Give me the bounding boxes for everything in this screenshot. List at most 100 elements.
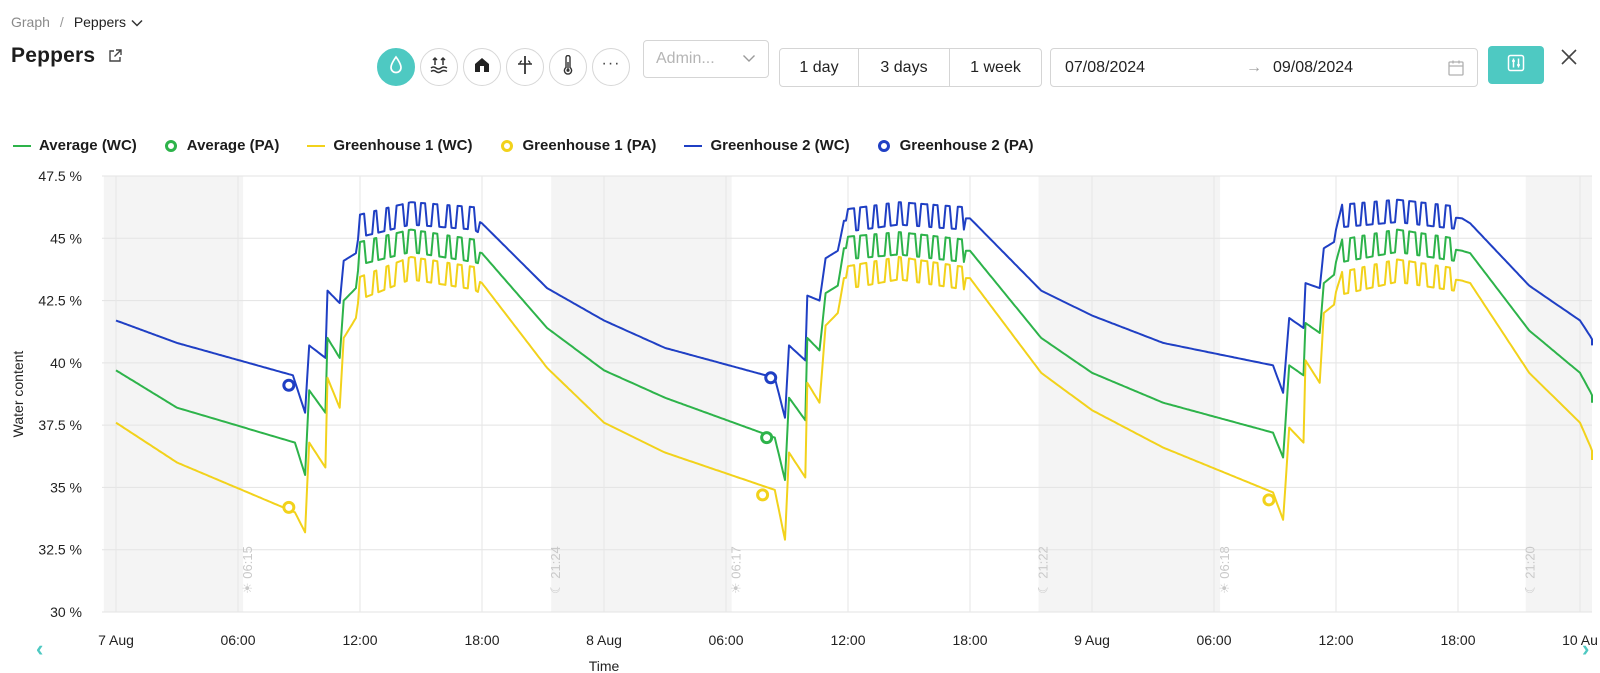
water-drop-icon <box>388 55 404 80</box>
legend-item-greenhouse2-wc[interactable]: Greenhouse 2 (WC) <box>684 137 850 154</box>
sun-marker-label: ☀ 06:17 <box>729 546 744 594</box>
breadcrumb-current-dropdown[interactable]: Peppers <box>74 14 143 30</box>
y-axis-title: Water content <box>10 351 26 438</box>
x-tick-label: 12:00 <box>342 632 377 648</box>
night-band <box>1038 176 1221 612</box>
range-1-week-button[interactable]: 1 week <box>970 58 1021 76</box>
night-band <box>103 176 244 612</box>
x-tick-label: 7 Aug <box>98 632 134 648</box>
time-range-selector: 1 day 3 days 1 week <box>779 48 1042 87</box>
water-content-button[interactable] <box>377 48 415 86</box>
previous-period-button[interactable]: ‹ <box>36 636 44 661</box>
legend-line-swatch <box>13 144 31 147</box>
x-tick-label: 8 Aug <box>586 632 622 648</box>
legend-item-average-wc[interactable]: Average (WC) <box>13 137 137 154</box>
more-button[interactable]: ··· <box>592 48 630 86</box>
sun-marker-label: ☾ 21:20 <box>1523 546 1538 594</box>
next-period-button[interactable]: › <box>1582 636 1590 661</box>
legend-item-greenhouse1-pa[interactable]: Greenhouse 1 (PA) <box>500 137 657 154</box>
range-1-day-button[interactable]: 1 day <box>780 49 859 86</box>
breadcrumb-root-link[interactable]: Graph <box>11 14 50 30</box>
legend-label: Average (WC) <box>39 137 137 154</box>
close-icon <box>1560 48 1578 71</box>
y-tick-label: 35 % <box>50 479 82 495</box>
water-level-icon <box>429 56 449 79</box>
series-line <box>115 198 1593 419</box>
legend-label: Greenhouse 2 (PA) <box>899 137 1034 154</box>
sun-marker-label: ☀ 06:18 <box>1217 546 1232 594</box>
date-start-input[interactable]: 07/08/2024 <box>1065 58 1146 76</box>
more-icon: ··· <box>601 55 621 72</box>
y-tick-label: 42.5 % <box>38 293 82 309</box>
legend-item-average-pa[interactable]: Average (PA) <box>164 137 280 154</box>
calendar-icon[interactable] <box>1447 59 1465 82</box>
x-tick-label: 12:00 <box>830 632 865 648</box>
x-tick-label: 18:00 <box>464 632 499 648</box>
close-button[interactable] <box>1558 48 1580 70</box>
y-tick-label: 40 % <box>50 355 82 371</box>
legend-line-swatch <box>684 144 703 147</box>
sun-marker-label: ☾ 21:22 <box>1036 546 1051 594</box>
x-tick-label: 06:00 <box>1196 632 1231 648</box>
admin-select[interactable]: Admin... <box>643 40 769 78</box>
chart-settings-button[interactable] <box>1488 46 1544 84</box>
legend-dot-swatch <box>500 139 513 152</box>
external-link-icon[interactable] <box>107 48 123 64</box>
y-tick-label: 32.5 % <box>38 542 82 558</box>
x-axis-title: Time <box>589 658 620 673</box>
date-end-input[interactable]: 09/08/2024 <box>1273 58 1354 76</box>
chevron-down-icon <box>131 14 143 30</box>
thermometer-icon <box>562 54 574 80</box>
pa-marker <box>764 371 778 385</box>
greenhouse-button[interactable] <box>463 48 501 86</box>
temperature-button[interactable] <box>549 48 587 86</box>
sun-marker-label: ☀ 06:15 <box>240 546 255 594</box>
pa-marker <box>282 500 296 514</box>
legend-line-swatch <box>307 144 326 147</box>
series-line <box>115 256 1593 541</box>
breadcrumb-current-label: Peppers <box>73 14 126 30</box>
range-3-days-button[interactable]: 3 days <box>859 49 950 86</box>
title-row: Peppers <box>11 44 123 68</box>
y-tick-label: 37.5 % <box>38 417 82 433</box>
greenhouse-icon <box>473 56 491 79</box>
sun-marker-label: ☾ 21:24 <box>548 546 563 594</box>
y-tick-label: 47.5 % <box>38 170 82 184</box>
water-content-chart[interactable]: ☀ 06:15 ☾ 21:24 ☀ 06:17 ☾ 21:22 ☀ 06:18 ☾ 21:… <box>0 170 1600 673</box>
breadcrumb-separator: / <box>59 14 64 30</box>
x-tick-label: 12:00 <box>1318 632 1353 648</box>
arrow-right-icon: → <box>1246 58 1262 76</box>
night-band <box>551 176 732 612</box>
pa-marker <box>1262 493 1276 507</box>
chart-legend: Average (WC) Average (PA) Greenhouse 1 (… <box>13 137 1062 154</box>
x-tick-label: 10 Au <box>1562 632 1598 648</box>
soil-sensor-button[interactable] <box>506 48 544 86</box>
x-tick-label: 18:00 <box>1440 632 1475 648</box>
water-level-button[interactable] <box>420 48 458 86</box>
x-tick-label: 06:00 <box>220 632 255 648</box>
legend-label: Average (PA) <box>186 137 280 154</box>
legend-item-greenhouse1-wc[interactable]: Greenhouse 1 (WC) <box>307 137 473 154</box>
legend-label: Greenhouse 2 (WC) <box>710 137 850 154</box>
legend-dot-swatch <box>164 139 177 152</box>
y-tick-label: 45 % <box>50 230 82 246</box>
date-range-picker[interactable]: 07/08/2024 → 09/08/2024 <box>1050 48 1478 87</box>
pa-marker <box>756 488 770 502</box>
soil-sensor-icon <box>516 55 534 80</box>
legend-dot-swatch <box>877 139 890 152</box>
admin-select-placeholder: Admin... <box>656 50 715 67</box>
chevron-down-icon <box>742 50 756 68</box>
page-title: Peppers <box>11 44 96 67</box>
breadcrumb: Graph / Peppers <box>11 14 143 30</box>
x-tick-label: 18:00 <box>952 632 987 648</box>
night-band <box>1525 176 1592 612</box>
y-tick-label: 30 % <box>50 604 82 620</box>
metric-selector: ··· <box>377 48 635 86</box>
pa-marker <box>282 378 296 392</box>
x-tick-label: 06:00 <box>708 632 743 648</box>
x-tick-label: 9 Aug <box>1074 632 1110 648</box>
legend-label: Greenhouse 1 (WC) <box>333 137 473 154</box>
legend-label: Greenhouse 1 (PA) <box>522 137 657 154</box>
legend-item-greenhouse2-pa[interactable]: Greenhouse 2 (PA) <box>877 137 1034 154</box>
